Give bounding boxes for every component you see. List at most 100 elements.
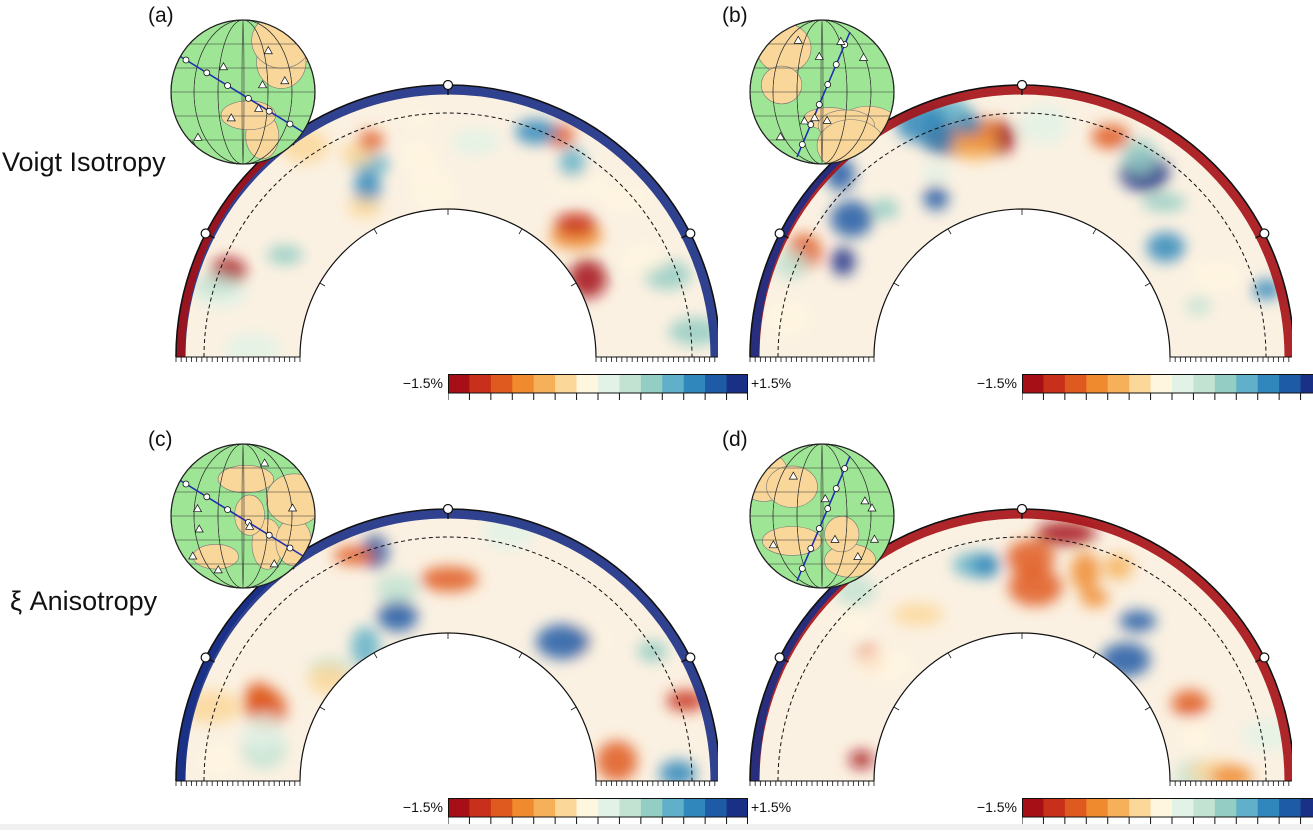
colorbar-swatch (1301, 798, 1313, 817)
panel-c: (c) −1.5% +1.5% (148, 436, 718, 836)
path-point (266, 108, 272, 114)
colorbar-swatches (1022, 374, 1313, 414)
anomaly-blob (921, 163, 951, 183)
colorbar-swatch (469, 798, 491, 817)
colorbar-d: −1.5% +1.5% (962, 798, 1313, 838)
anomaly-blob (202, 743, 234, 777)
anomaly-blob (1147, 232, 1185, 262)
colorbar-min-label: −1.5% (962, 799, 1017, 815)
cross-section-a (148, 12, 718, 412)
anomaly-blob (849, 751, 873, 769)
anomaly-blob (515, 119, 558, 144)
colorbar-swatch (641, 798, 663, 817)
colorbar-swatch (491, 798, 513, 817)
anomaly-blob (1091, 124, 1130, 149)
colorbar-swatch (1108, 374, 1130, 393)
anomaly-blob (973, 553, 999, 578)
colorbar-swatch (1022, 798, 1044, 817)
colorbar-swatch (1108, 798, 1130, 817)
path-point (245, 95, 251, 101)
anomaly-blob (832, 612, 874, 636)
location-globe (739, 444, 894, 588)
row-label-voigt-isotropy: Voigt Isotropy (2, 147, 166, 178)
colorbar-swatch (662, 374, 684, 393)
path-point (825, 82, 831, 88)
anomaly-blob (854, 648, 912, 681)
cross-section-c (148, 436, 718, 836)
colorbar-swatch (491, 374, 513, 393)
anomaly-blob (659, 760, 696, 787)
anomaly-blob (597, 741, 638, 782)
colorbar-swatch (577, 798, 599, 817)
surface-marker (686, 229, 695, 238)
colorbar-swatch (1279, 798, 1301, 817)
colorbar-swatch (577, 374, 599, 393)
colorbar-swatch (1129, 798, 1151, 817)
colorbar-swatch (1193, 374, 1215, 393)
colorbar-swatch (1193, 798, 1215, 817)
anomaly-blob (1171, 690, 1208, 717)
anomaly-blob (831, 247, 855, 275)
colorbar-swatch (684, 798, 706, 817)
colorbar-swatch (448, 374, 470, 393)
colorbar-swatch (1086, 374, 1108, 393)
colorbar-swatch (1215, 374, 1237, 393)
panel-a: (a) −1.5% +1.5% (148, 12, 718, 412)
colorbar-swatch (1172, 374, 1194, 393)
colorbar-swatch (1086, 798, 1108, 817)
path-point (204, 70, 210, 76)
colorbar-swatch (534, 374, 556, 393)
anomaly-blob (1142, 193, 1186, 211)
anomaly-blob (536, 624, 592, 659)
anomaly-blob (451, 129, 501, 156)
path-point (816, 526, 822, 532)
anomaly-blob (1123, 139, 1157, 174)
globe-land (825, 516, 859, 552)
anomaly-blob (1191, 261, 1243, 292)
colorbar-swatch (1279, 374, 1301, 393)
globe-land (266, 474, 322, 526)
colorbar-swatch (1172, 798, 1194, 817)
colorbar-swatch (1236, 798, 1258, 817)
surface-marker (201, 229, 210, 238)
colorbar-swatch (1065, 374, 1087, 393)
row-label-xi-anisotropy: ξ Anisotropy (10, 586, 157, 617)
anomaly-blob (358, 131, 384, 151)
cross-section-d (722, 436, 1292, 836)
panel-d: (d) −1.5% +1.5% (722, 436, 1292, 836)
colorbar-swatch (1043, 798, 1065, 817)
anomaly-blob (1071, 552, 1099, 592)
colorbar-swatch (448, 798, 470, 817)
colorbar-swatch (1215, 798, 1237, 817)
bottom-strip (0, 824, 1313, 830)
anomaly-blob (619, 245, 667, 274)
panel-label-a: (a) (148, 4, 174, 28)
anomaly-blob (766, 300, 809, 337)
surface-marker (775, 229, 784, 238)
anomaly-blob (550, 175, 607, 195)
colorbar-swatch (619, 798, 641, 817)
colorbar-swatch (1236, 374, 1258, 393)
surface-marker (201, 653, 210, 662)
colorbar-swatch (1151, 798, 1173, 817)
anomaly-blob (413, 171, 453, 213)
path-point (225, 83, 231, 89)
colorbar-c: −1.5% +1.5% (388, 798, 748, 838)
anomaly-blob (347, 198, 381, 218)
colorbar-swatch (641, 374, 663, 393)
path-point (287, 121, 293, 127)
colorbar-swatch (1022, 374, 1044, 393)
anomaly-blob (922, 125, 958, 154)
path-point (183, 57, 189, 63)
path-point (816, 102, 822, 108)
colorbar-swatch (1065, 798, 1087, 817)
anomaly-blob (267, 245, 303, 265)
anomaly-blob (1081, 588, 1109, 607)
surface-marker (1260, 653, 1269, 662)
colorbar-swatches (448, 374, 748, 414)
path-point (183, 481, 189, 487)
surface-marker (1260, 229, 1269, 238)
colorbar-swatch (1301, 374, 1313, 393)
colorbar-swatches (1022, 798, 1313, 838)
path-point (225, 507, 231, 513)
